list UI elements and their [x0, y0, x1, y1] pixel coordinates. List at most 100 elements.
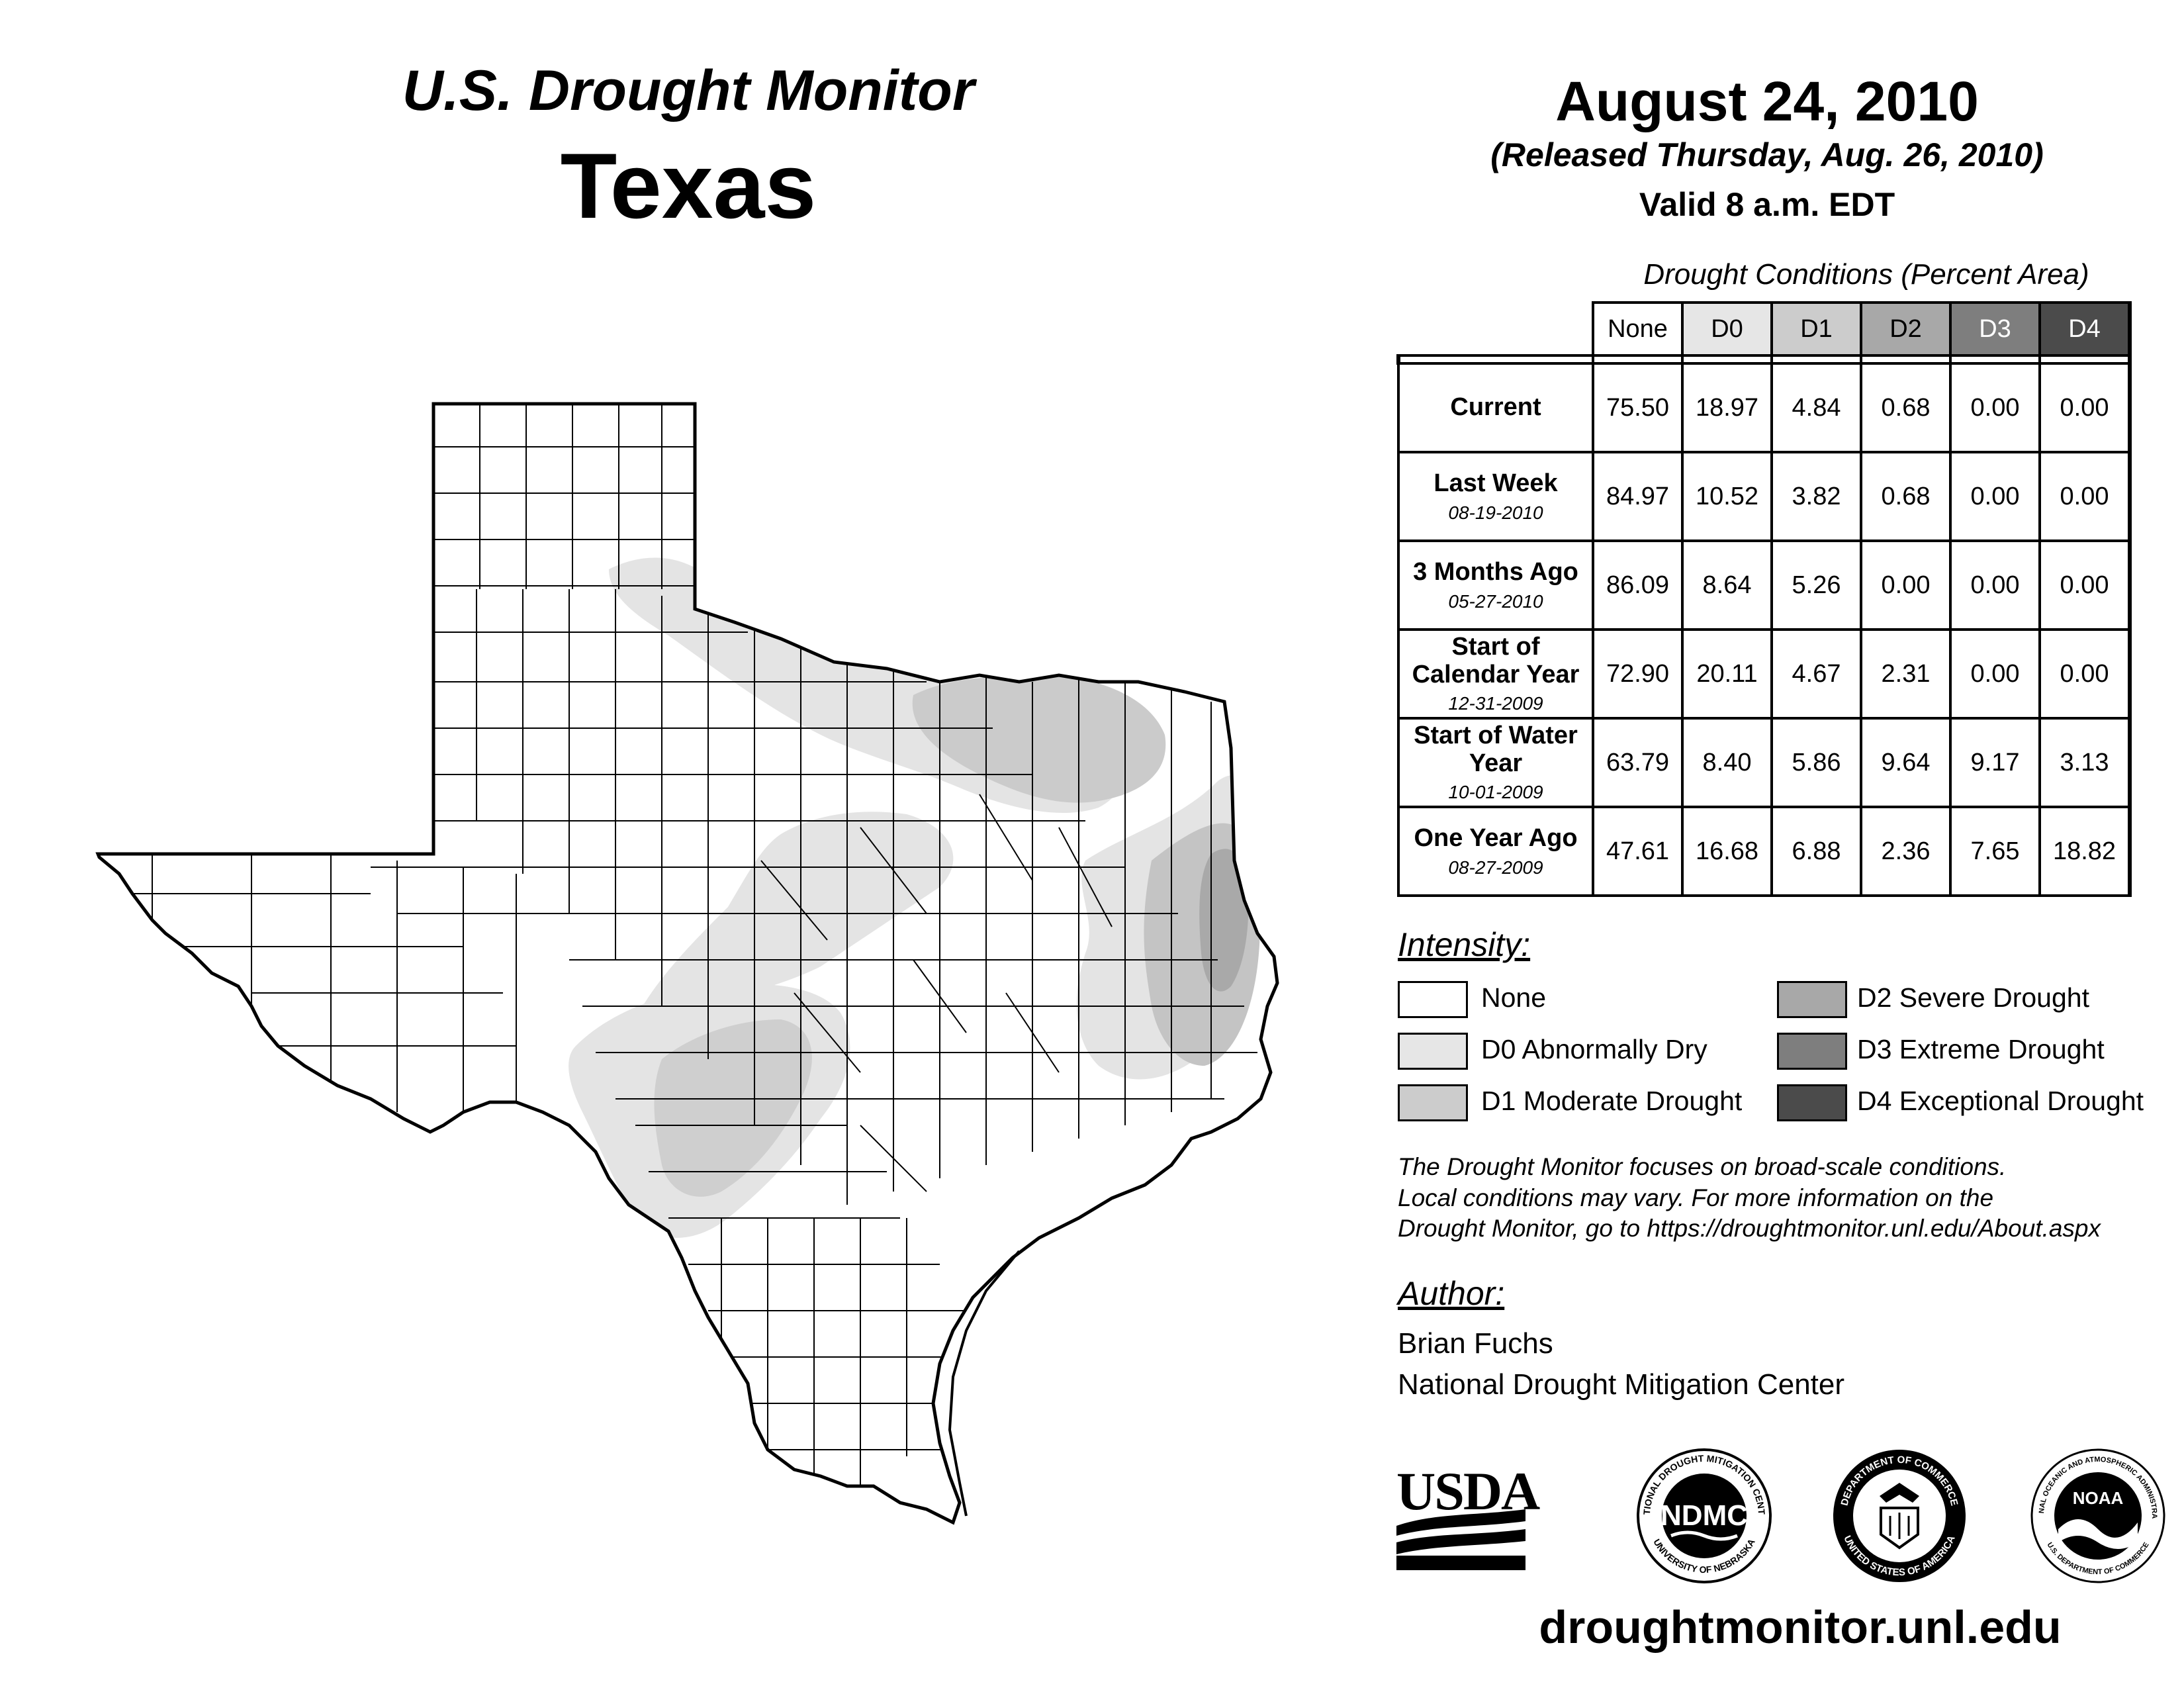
doc-seal-logo: DEPARTMENT OF COMMERCE UNITED STATES OF … — [1833, 1450, 1966, 1582]
table-cell: 3.82 — [1770, 451, 1862, 542]
row-label: 3 Months Ago 05-27-2010 — [1397, 539, 1594, 631]
table-cell: 0.00 — [2038, 451, 2131, 542]
legend-swatch-d3 — [1777, 1033, 1847, 1070]
table-cell: 18.97 — [1681, 362, 1773, 453]
texas-drought-map — [95, 402, 1279, 1525]
legend-title: Intensity: — [1398, 926, 1531, 963]
column-header-none: None — [1592, 301, 1684, 357]
table-corner — [1398, 303, 1593, 357]
column-header-d4: D4 — [2038, 301, 2131, 357]
legend-swatch-none — [1398, 981, 1468, 1018]
legend-label-d3: D3 Extreme Drought — [1857, 1034, 2105, 1064]
table-row-last-week: Last Week 08-19-2010 84.97 10.52 3.82 0.6… — [1397, 451, 2131, 542]
legend-swatch-d0 — [1398, 1033, 1468, 1070]
drought-conditions-table: None D0 D1 D2 D3 D4 Current 75.50 18.97 … — [1396, 301, 2132, 897]
d1-central — [654, 1019, 812, 1197]
author-organization: National Drought Mitigation Center — [1398, 1368, 1845, 1401]
texas-outline — [95, 402, 1279, 1525]
table-cell: 8.64 — [1681, 539, 1773, 631]
table-cell: 9.64 — [1860, 717, 1952, 808]
legend-label-d2: D2 Severe Drought — [1857, 982, 2089, 1013]
legend-swatch-d4 — [1777, 1084, 1847, 1121]
author-name: Brian Fuchs — [1398, 1327, 1553, 1360]
legend-swatch-d1 — [1398, 1084, 1468, 1121]
table-row-3-months-ago: 3 Months Ago 05-27-2010 86.09 8.64 5.26 0… — [1397, 539, 2131, 631]
svg-text:NOAA: NOAA — [2073, 1488, 2124, 1508]
legend-label-none: None — [1481, 982, 1547, 1013]
column-header-d2: D2 — [1860, 301, 1952, 357]
table-cell: 4.67 — [1770, 628, 1862, 720]
table-cell: 0.00 — [1949, 362, 2041, 453]
row-label: Current — [1397, 362, 1594, 453]
table-cell: 2.36 — [1860, 806, 1952, 897]
row-date: 05-27-2010 — [1448, 590, 1543, 612]
disclaimer-line: The Drought Monitor focuses on broad-sca… — [1398, 1153, 2007, 1180]
table-cell: 72.90 — [1592, 628, 1684, 720]
legend-label-d0: D0 Abnormally Dry — [1481, 1034, 1707, 1064]
table-cell: 0.00 — [1949, 628, 2041, 720]
table-cell: 47.61 — [1592, 806, 1684, 897]
map-date: August 24, 2010 — [1555, 70, 1979, 132]
row-date: 12-31-2009 — [1448, 693, 1543, 714]
row-label: Last Week 08-19-2010 — [1397, 451, 1594, 542]
row-label: Start of Water Year 10-01-2009 — [1397, 717, 1594, 808]
table-cell: 0.00 — [1860, 539, 1952, 631]
row-label: One Year Ago 08-27-2009 — [1397, 806, 1594, 897]
table-cell: 0.00 — [2038, 539, 2131, 631]
table-cell: 9.17 — [1949, 717, 2041, 808]
table-cell: 0.00 — [1949, 539, 2041, 631]
disclaimer-text: The Drought Monitor focuses on broad-sca… — [1398, 1152, 2159, 1244]
table-row-start-of-water-year: Start of Water Year 10-01-2009 63.79 8.40… — [1397, 717, 2131, 808]
table-cell: 0.00 — [2038, 628, 2131, 720]
table-row-current: Current 75.50 18.97 4.84 0.68 0.00 0.00 — [1397, 362, 2131, 453]
table-cell: 3.13 — [2038, 717, 2131, 808]
disclaimer-line: Drought Monitor, go to https://droughtmo… — [1398, 1215, 2101, 1243]
table-cell: 0.68 — [1860, 451, 1952, 542]
column-header-d0: D0 — [1681, 301, 1773, 357]
table-cell: 7.65 — [1949, 806, 2041, 897]
author-heading: Author: — [1398, 1275, 1505, 1312]
state-name: Texas — [560, 134, 817, 238]
table-cell: 0.68 — [1860, 362, 1952, 453]
table-cell: 0.00 — [2038, 362, 2131, 453]
table-cell: 2.31 — [1860, 628, 1952, 720]
valid-time: Valid 8 a.m. EDT — [1639, 186, 1895, 223]
table-cell: 16.68 — [1681, 806, 1773, 897]
table-cell: 75.50 — [1592, 362, 1684, 453]
table-title: Drought Conditions (Percent Area) — [1643, 258, 2089, 291]
table-cell: 5.86 — [1770, 717, 1862, 808]
row-date: 08-27-2009 — [1448, 857, 1543, 878]
row-date: 08-19-2010 — [1448, 502, 1543, 523]
legend-label-d1: D1 Moderate Drought — [1481, 1086, 1743, 1116]
agency-logos: USDA NATIONAL DROUGHT MITIGATION CENTER … — [1396, 1448, 2165, 1583]
table-row-start-of-calendar-year: Start of Calendar Year 12-31-2009 72.90 2… — [1397, 628, 2131, 720]
table-cell: 20.11 — [1681, 628, 1773, 720]
table-cell: 4.84 — [1770, 362, 1862, 453]
svg-text:NDMC: NDMC — [1661, 1499, 1748, 1532]
legend-swatch-d2 — [1777, 981, 1847, 1018]
footer-url[interactable]: droughtmonitor.unl.edu — [1539, 1601, 2062, 1653]
column-header-d1: D1 — [1770, 301, 1862, 357]
table-cell: 6.88 — [1770, 806, 1862, 897]
table-cell: 18.82 — [2038, 806, 2131, 897]
padre-island — [948, 1250, 1021, 1517]
table-cell: 0.00 — [1949, 451, 2041, 542]
noaa-logo: NATIONAL OCEANIC AND ATMOSPHERIC ADMINIS… — [2030, 1448, 2165, 1583]
d1-northeast — [912, 675, 1166, 803]
table-cell: 8.40 — [1681, 717, 1773, 808]
usda-logo: USDA — [1396, 1461, 1541, 1570]
table-cell: 84.97 — [1592, 451, 1684, 542]
column-header-d3: D3 — [1949, 301, 2041, 357]
row-date: 10-01-2009 — [1448, 782, 1543, 803]
county-boundaries — [99, 404, 1257, 1489]
table-cell: 5.26 — [1770, 539, 1862, 631]
row-label: Start of Calendar Year 12-31-2009 — [1397, 628, 1594, 720]
table-row-one-year-ago: One Year Ago 08-27-2009 47.61 16.68 6.88 … — [1397, 806, 2131, 897]
map-title: U.S. Drought Monitor — [402, 59, 975, 122]
release-date: (Released Thursday, Aug. 26, 2010) — [1490, 136, 2044, 173]
table-cell: 86.09 — [1592, 539, 1684, 631]
table-cell: 63.79 — [1592, 717, 1684, 808]
disclaimer-line: Local conditions may vary. For more info… — [1398, 1184, 1994, 1211]
legend-label-d4: D4 Exceptional Drought — [1857, 1086, 2144, 1116]
table-cell: 10.52 — [1681, 451, 1773, 542]
